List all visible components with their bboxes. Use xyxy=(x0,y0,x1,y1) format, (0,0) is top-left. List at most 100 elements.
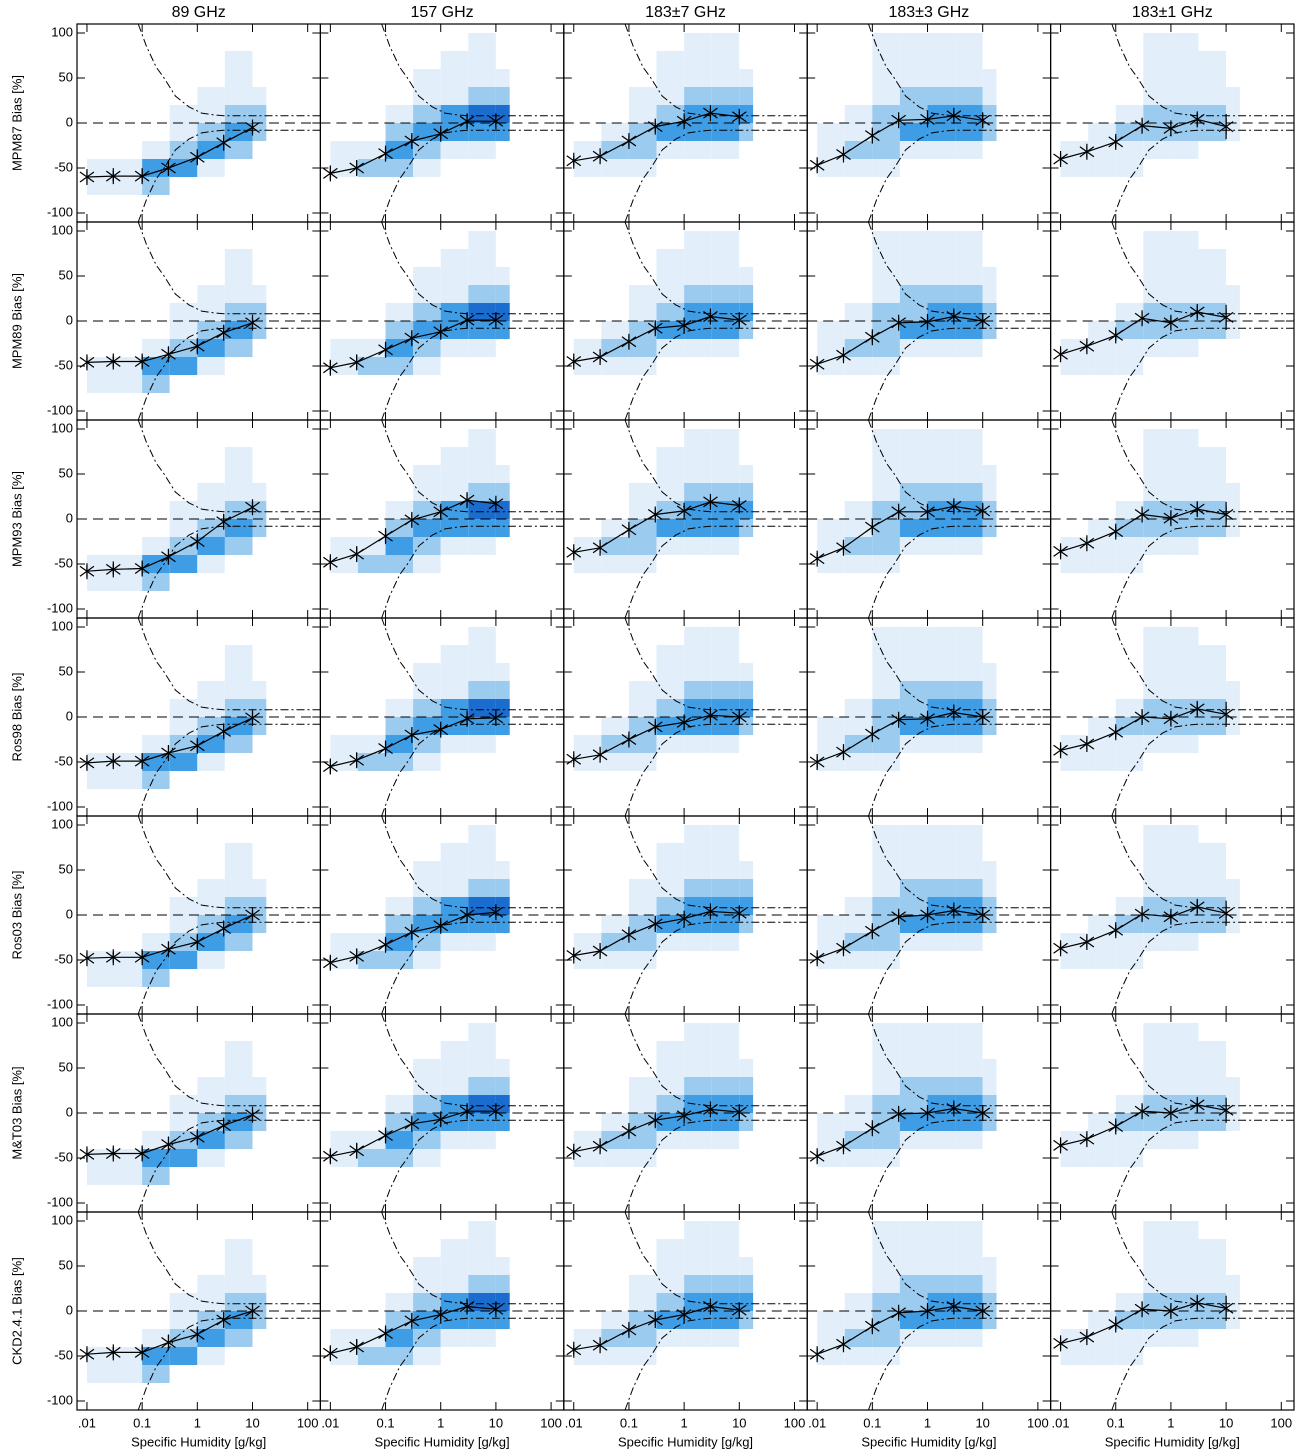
density-cell xyxy=(252,915,267,933)
density-cell xyxy=(413,321,441,339)
density-cell xyxy=(711,1239,740,1257)
density-cell xyxy=(114,735,143,753)
density-cell xyxy=(1060,267,1089,285)
density-cell xyxy=(252,1257,267,1275)
density-cell xyxy=(169,1023,198,1041)
density-cell xyxy=(1198,465,1227,483)
density-cell xyxy=(1088,771,1116,789)
density-cell xyxy=(224,303,253,321)
density-cell xyxy=(955,1167,983,1185)
density-cell xyxy=(684,1023,712,1041)
density-cell xyxy=(1143,1347,1171,1365)
density-cell xyxy=(656,303,685,321)
density-cell xyxy=(330,717,358,735)
density-cell xyxy=(573,753,602,771)
density-cell xyxy=(1060,483,1089,501)
panel xyxy=(319,221,565,421)
density-cell xyxy=(385,699,414,717)
density-cell xyxy=(982,1329,997,1347)
density-cell xyxy=(573,1257,602,1275)
density-cell xyxy=(468,555,496,573)
density-cell xyxy=(1060,1077,1089,1095)
density-cell xyxy=(1226,573,1240,591)
reference-curve xyxy=(867,723,1051,817)
density-cell xyxy=(1115,1221,1144,1239)
density-cell xyxy=(224,735,253,753)
density-cell xyxy=(1088,285,1116,303)
density-cell xyxy=(440,1149,469,1167)
density-cell xyxy=(656,1347,685,1365)
y-tick-label: -50 xyxy=(54,357,73,372)
marker xyxy=(703,493,718,510)
density-cell xyxy=(142,1365,170,1383)
density-cell xyxy=(495,1365,510,1383)
density-cell xyxy=(1198,915,1227,933)
density-cell xyxy=(468,951,496,969)
density-cell xyxy=(169,33,198,51)
density-cell xyxy=(413,933,441,951)
density-cell xyxy=(495,1257,510,1275)
marker xyxy=(891,711,907,728)
density-cell xyxy=(817,1293,845,1311)
density-cell xyxy=(711,1257,740,1275)
density-cell xyxy=(844,897,873,915)
density-cell xyxy=(495,861,510,879)
marker xyxy=(621,133,637,149)
density-cell xyxy=(86,1275,115,1293)
density-cell xyxy=(1060,303,1089,321)
marker xyxy=(189,1326,205,1343)
density-cell xyxy=(252,501,267,519)
density-cell xyxy=(817,1113,845,1131)
density-cell xyxy=(817,771,845,789)
density-cell xyxy=(1143,159,1171,177)
density-cell xyxy=(817,663,845,681)
density-cell xyxy=(86,717,115,735)
density-cell xyxy=(1088,1023,1116,1041)
density-cell xyxy=(86,33,115,51)
density-cell xyxy=(1143,429,1171,447)
density-cell xyxy=(224,519,253,537)
marker xyxy=(592,943,608,959)
density-cell xyxy=(1170,249,1199,267)
density-cell xyxy=(468,1095,496,1113)
density-cell xyxy=(495,1113,510,1131)
density-cell xyxy=(739,717,754,735)
density-cell xyxy=(169,123,198,141)
x-axis-label: Specific Humidity [g/kg] xyxy=(861,1434,996,1449)
density-cell xyxy=(1115,555,1144,573)
density-cell xyxy=(927,1149,956,1167)
density-cell xyxy=(872,753,900,771)
density-cell xyxy=(1143,627,1171,645)
density-cell xyxy=(86,123,115,141)
density-cell xyxy=(495,825,510,843)
density-cell xyxy=(927,753,956,771)
density-cell xyxy=(1060,123,1089,141)
density-cell xyxy=(711,555,740,573)
density-cell xyxy=(86,141,115,159)
density-cell xyxy=(114,1257,143,1275)
density-cell xyxy=(252,663,267,681)
density-cell xyxy=(601,1221,629,1239)
density-cell xyxy=(1088,267,1116,285)
density-cell xyxy=(844,177,873,195)
marker xyxy=(592,746,608,763)
density-cell xyxy=(86,1347,115,1365)
density-cell xyxy=(413,1221,441,1239)
density-cell xyxy=(385,1059,414,1077)
density-cell xyxy=(468,1059,496,1077)
density-cell xyxy=(142,645,170,663)
density-cell xyxy=(495,1221,510,1239)
marker xyxy=(592,539,608,556)
density-cell xyxy=(955,1347,983,1365)
density-cell xyxy=(628,519,657,537)
density-cell xyxy=(628,915,657,933)
density-cell xyxy=(927,141,956,159)
density-cell xyxy=(739,1329,754,1347)
density-cell xyxy=(357,465,386,483)
marker xyxy=(323,359,338,376)
density-cell xyxy=(1060,465,1089,483)
density-cell xyxy=(142,1239,170,1257)
marker xyxy=(592,1337,608,1354)
density-cell xyxy=(982,879,997,897)
density-cell xyxy=(711,1113,740,1131)
